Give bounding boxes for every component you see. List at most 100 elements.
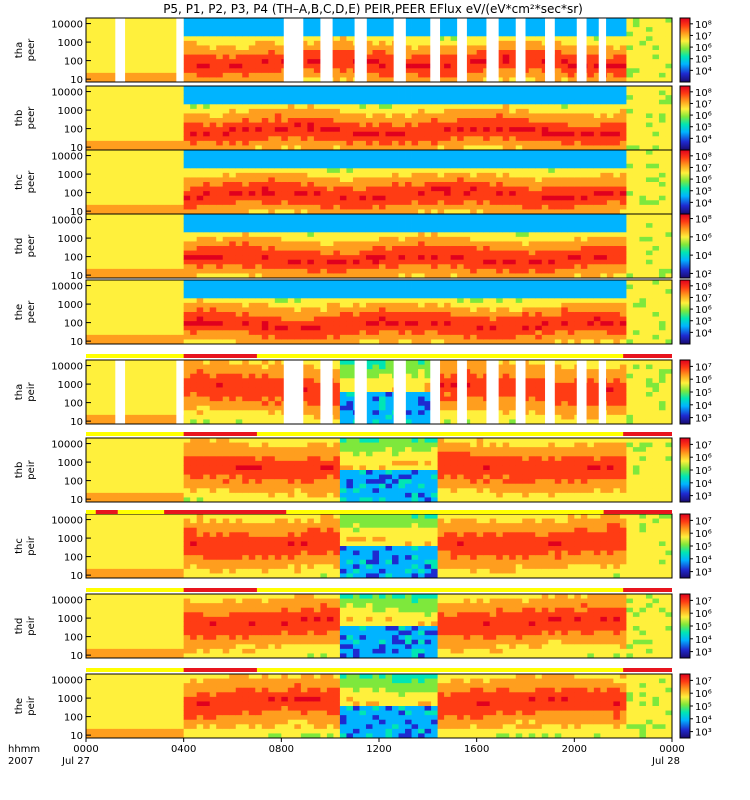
spectrogram-cell <box>164 145 172 151</box>
spectrogram-cell <box>242 246 250 251</box>
spectrogram-cell <box>483 200 491 206</box>
spectrogram-cell <box>190 59 198 65</box>
spectrogram-cell <box>392 154 399 160</box>
spectrogram-cell <box>535 27 543 33</box>
spectrogram-cell <box>411 63 419 69</box>
spectrogram-cell <box>86 27 93 33</box>
spectrogram-cell <box>196 255 204 261</box>
spectrogram-cell <box>665 99 673 105</box>
spectrogram-cell <box>203 54 211 60</box>
spectrogram-cell <box>554 214 562 219</box>
spectrogram-cell <box>157 172 165 178</box>
spectrogram-cell <box>313 236 321 242</box>
spectrogram-cell <box>405 136 412 142</box>
spectrogram-cell <box>242 18 250 23</box>
spectrogram-cell <box>541 159 549 165</box>
spectrogram-cell <box>587 77 595 83</box>
spectrogram-cell <box>437 45 445 51</box>
spectrogram-cell <box>398 150 406 155</box>
spectrogram-cell <box>86 140 93 146</box>
spectrogram-cell <box>352 122 360 128</box>
spectrogram-cell <box>248 108 256 114</box>
spectrogram-cell <box>470 163 478 169</box>
spectrogram-cell <box>346 45 354 51</box>
spectrogram-cell <box>346 59 354 65</box>
spectrogram-cell <box>261 227 269 233</box>
spectrogram-cell <box>274 68 282 74</box>
spectrogram-cell <box>392 200 399 206</box>
spectrogram-cell <box>535 131 543 137</box>
spectrogram-cell <box>541 186 549 192</box>
spectrogram-cell <box>229 108 237 114</box>
spectrogram-cell <box>105 163 113 169</box>
spectrogram-cell <box>561 273 569 279</box>
spectrogram-cell <box>92 72 100 78</box>
spectrogram-cell <box>151 241 159 247</box>
spectrogram-cell <box>86 159 93 165</box>
spectrogram-cell <box>99 259 106 265</box>
spectrogram-cell <box>281 163 289 169</box>
spectrogram-cell <box>248 186 256 192</box>
spectrogram-cell <box>554 250 562 256</box>
spectrogram-cell <box>385 159 393 165</box>
spectrogram-cell <box>548 259 556 265</box>
spectrogram-cell <box>92 54 100 60</box>
spectrogram-cell <box>424 172 432 178</box>
spectrogram-cell <box>190 95 198 101</box>
spectrogram-cell <box>248 131 256 137</box>
spectrogram-cell <box>112 172 119 178</box>
spectrogram-cell <box>658 172 666 178</box>
spectrogram-cell <box>626 191 634 197</box>
spectrogram-cell <box>261 45 269 51</box>
spectrogram-cell <box>470 227 478 233</box>
spectrogram-cell <box>502 259 510 265</box>
spectrogram-cell <box>261 264 269 270</box>
spectrogram-cell <box>281 145 289 151</box>
spectrogram-cell <box>658 36 666 42</box>
spectrogram-cell <box>92 218 100 224</box>
spectrogram-cell <box>548 159 556 165</box>
spectrogram-cell <box>509 186 517 192</box>
spectrogram-cell <box>235 31 243 37</box>
spectrogram-cell <box>105 77 113 83</box>
spectrogram-cell <box>509 191 517 197</box>
spectrogram-cell <box>235 214 243 219</box>
spectrogram-cell <box>229 186 237 192</box>
spectrogram-cell <box>593 140 601 146</box>
spectrogram-cell <box>209 264 217 270</box>
spectrogram-cell <box>92 172 100 178</box>
spectrogram-cell <box>268 99 276 105</box>
spectrogram-cell <box>411 22 419 28</box>
spectrogram-cell <box>118 186 126 192</box>
spectrogram-cell <box>411 72 419 78</box>
spectrogram-cell <box>99 246 106 251</box>
spectrogram-cell <box>450 36 458 42</box>
spectrogram-cell <box>144 45 152 51</box>
spectrogram-cell <box>339 236 347 242</box>
spectrogram-cell <box>346 136 354 142</box>
spectrogram-cell <box>645 182 653 187</box>
spectrogram-cell <box>99 22 106 28</box>
spectrogram-cell <box>125 200 132 206</box>
spectrogram-cell <box>379 268 386 274</box>
spectrogram-cell <box>489 168 497 174</box>
spectrogram-cell <box>431 136 438 142</box>
spectrogram-cell <box>255 172 263 178</box>
spectrogram-cell <box>352 182 360 187</box>
spectrogram-cell <box>255 241 263 247</box>
spectrogram-cell <box>535 246 543 251</box>
spectrogram-cell <box>170 22 178 28</box>
spectrogram-cell <box>131 104 139 110</box>
spectrogram-cell <box>125 104 132 110</box>
spectrogram-cell <box>131 72 139 78</box>
spectrogram-cell <box>392 104 399 110</box>
spectrogram-cell <box>313 159 321 165</box>
spectrogram-cell <box>281 177 289 183</box>
spectrogram-cell <box>151 168 159 174</box>
spectrogram-cell <box>112 273 119 279</box>
spectrogram-cell <box>346 255 354 261</box>
spectrogram-cell <box>587 36 595 42</box>
y-label-probe: thb <box>14 110 25 127</box>
spectrogram-cell <box>261 218 269 224</box>
spectrogram-cell <box>190 182 198 187</box>
